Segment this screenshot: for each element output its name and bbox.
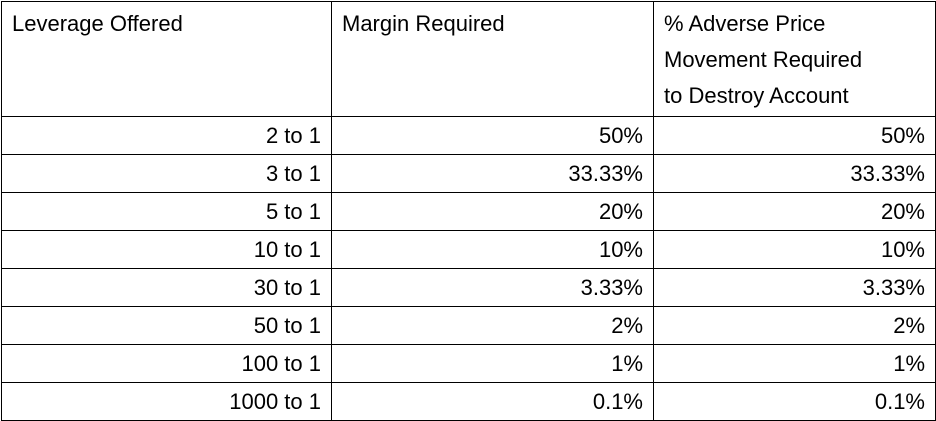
table-cell: 10% — [653, 230, 936, 269]
header-line: Movement Required — [664, 47, 863, 72]
table-cell: 2% — [331, 306, 654, 345]
table-cell: 3.33% — [653, 268, 936, 307]
table-cell: 50% — [653, 116, 936, 155]
table-cell: 30 to 1 — [1, 268, 332, 307]
header-line: % Adverse Price — [664, 11, 826, 36]
header-cell: Leverage Offered — [1, 1, 332, 117]
table-cell: 1% — [653, 344, 936, 383]
table-cell: 2% — [653, 306, 936, 345]
table-cell: 10% — [331, 230, 654, 269]
table-cell: 0.1% — [331, 382, 654, 421]
table-cell: 1000 to 1 — [1, 382, 332, 421]
table-cell: 0.1% — [653, 382, 936, 421]
table-row: 30 to 1 3.33% 3.33% — [1, 268, 936, 307]
table-row: 100 to 1 1% 1% — [1, 344, 936, 383]
table-row: 50 to 1 2% 2% — [1, 306, 936, 345]
table-cell: 5 to 1 — [1, 192, 332, 231]
table-cell: 20% — [653, 192, 936, 231]
header-line: to Destroy Account — [664, 83, 849, 108]
header-cell: Margin Required — [331, 1, 654, 117]
table-cell: 50 to 1 — [1, 306, 332, 345]
table-cell: 33.33% — [331, 154, 654, 193]
table-body: 2 to 1 50% 50% 3 to 1 33.33% 33.33% 5 to 1 20% 2… — [1, 116, 936, 421]
table-row: 5 to 1 20% 20% — [1, 192, 936, 231]
table-cell: 10 to 1 — [1, 230, 332, 269]
table-cell: 3.33% — [331, 268, 654, 307]
table-cell: 1% — [331, 344, 654, 383]
table-cell: 20% — [331, 192, 654, 231]
table-cell: 3 to 1 — [1, 154, 332, 193]
table-row: 2 to 1 50% 50% — [1, 116, 936, 155]
table-cell: 100 to 1 — [1, 344, 332, 383]
table-cell: 2 to 1 — [1, 116, 332, 155]
table-row: 1000 to 1 0.1% 0.1% — [1, 382, 936, 421]
header-cell: % Adverse Price Movement Required to Destr… — [653, 1, 936, 117]
table-cell: 33.33% — [653, 154, 936, 193]
table-row: 3 to 1 33.33% 33.33% — [1, 154, 936, 193]
table-row: 10 to 1 10% 10% — [1, 230, 936, 269]
header-row: Leverage Offered Margin Required% Adverse… — [1, 1, 936, 117]
table-cell: 50% — [331, 116, 654, 155]
